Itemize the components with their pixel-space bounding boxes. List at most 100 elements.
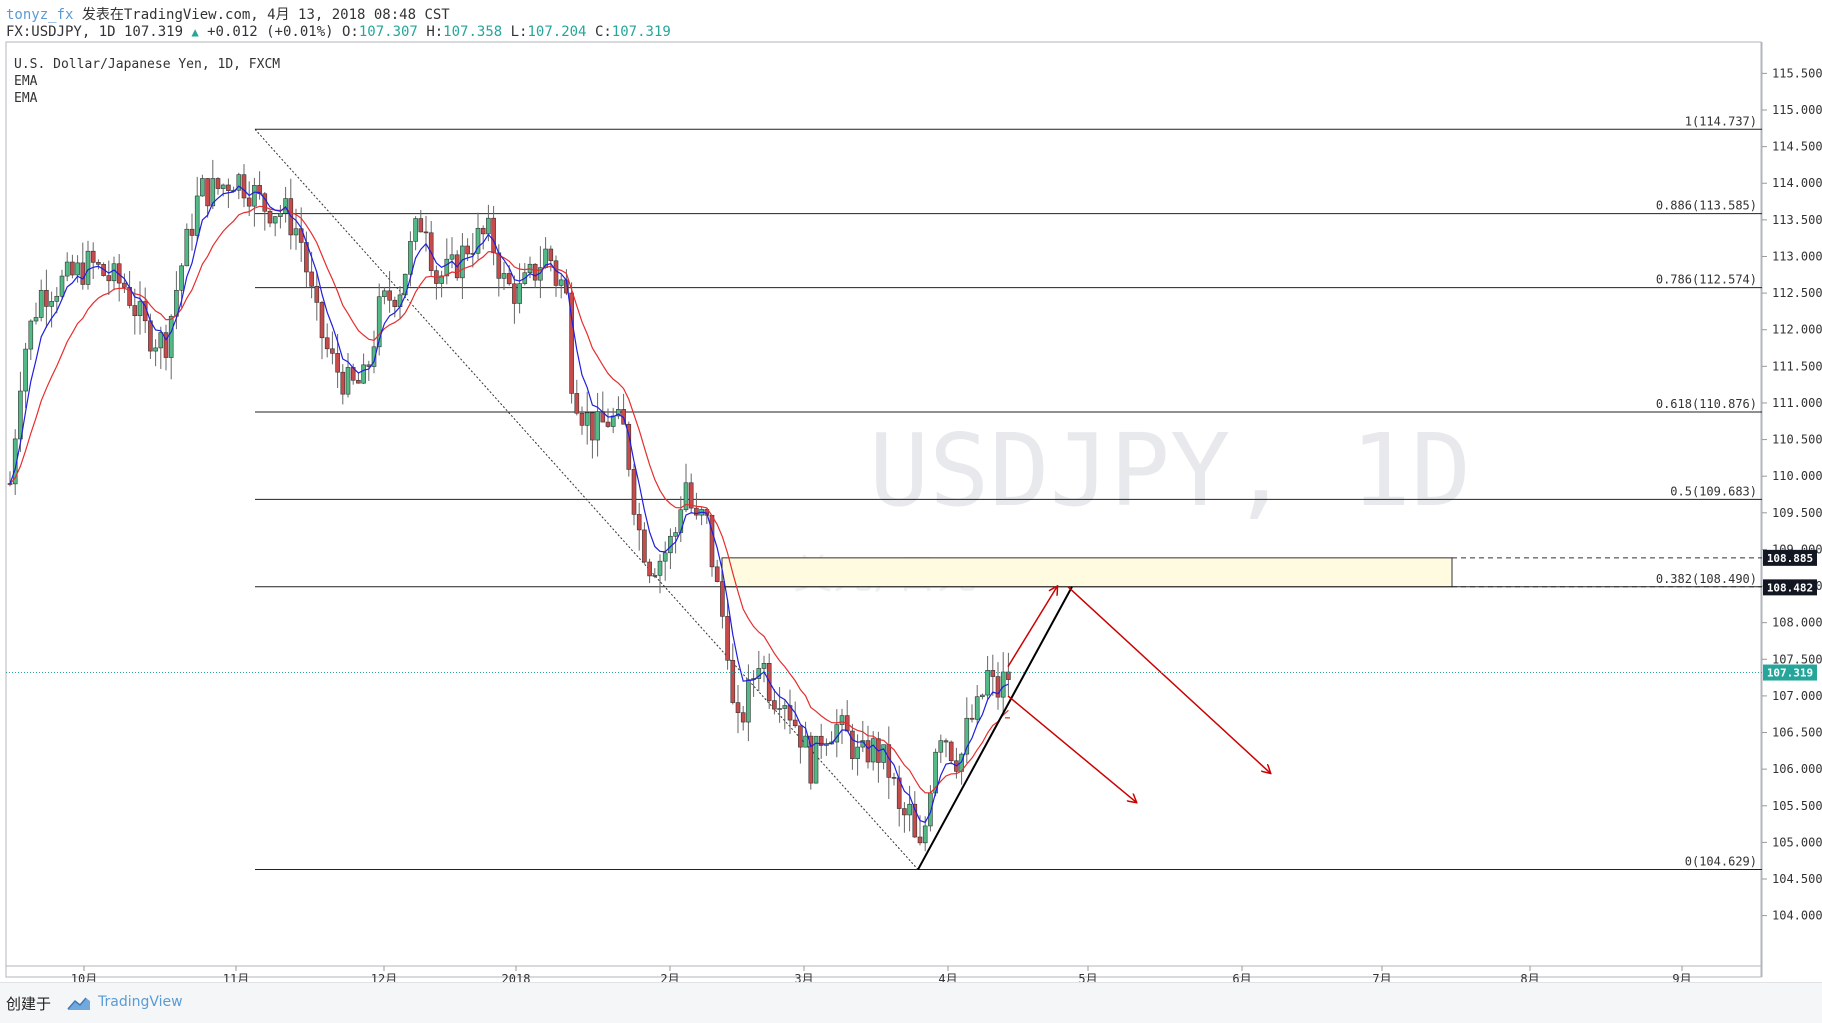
candle-body: [532, 263, 538, 281]
candle-body: [730, 660, 736, 703]
close-value: 107.319: [611, 24, 671, 40]
price-tick-label: 104.000: [1772, 909, 1822, 923]
price-tags: 108.885 108.482 107.319: [1763, 549, 1817, 681]
close-label: C:: [594, 24, 612, 40]
candle-body: [548, 248, 554, 262]
candle-body: [44, 289, 49, 307]
chart-frame: [5, 41, 1762, 978]
candle-body: [740, 712, 746, 723]
created-by-label: 创建于: [6, 995, 52, 1013]
target-zone: [721, 557, 1762, 588]
candle-body: [1006, 671, 1011, 680]
low-value: 107.204: [527, 24, 587, 40]
price-tick-label: 107.000: [1772, 689, 1822, 703]
candle-body: [210, 178, 216, 207]
price-tag-box: [1763, 579, 1817, 596]
price-tick-label: 112.500: [1772, 286, 1822, 300]
candle-body: [688, 482, 694, 509]
arrow-down-from-zone: [1067, 586, 1270, 773]
candle-body: [725, 616, 730, 661]
time-tick-label: 12月: [371, 972, 397, 982]
candle-body: [293, 228, 299, 236]
time-tick-label: 2018: [502, 972, 531, 982]
legend-title: U.S. Dollar/Japanese Yen, 1D, FXCM: [14, 57, 280, 72]
candle-body: [652, 575, 658, 577]
candle-body: [683, 482, 689, 511]
candle-body: [423, 231, 429, 234]
candle-body: [610, 415, 616, 427]
candle-body: [319, 302, 325, 339]
fibonacci-levels[interactable]: 1(114.737) 0.886(113.585) 0.786(112.574) 0.…: [255, 114, 1762, 871]
price-tick-label: 105.000: [1772, 835, 1822, 849]
arrow-breakdown: [1007, 695, 1136, 802]
candle-body: [964, 717, 970, 755]
candle-body: [361, 364, 366, 384]
candle-body: [985, 670, 990, 696]
time-tick-label: 2月: [660, 972, 679, 982]
candle-body: [839, 715, 845, 725]
candle-body: [777, 708, 782, 710]
candle-body: [590, 412, 595, 441]
candle-body: [418, 218, 424, 233]
price-tick-label: 114.500: [1772, 140, 1822, 154]
candle-body: [449, 254, 455, 260]
candle-body: [995, 676, 1001, 698]
target-zone-box: [721, 557, 1453, 588]
candle-body: [465, 245, 470, 255]
ohlc-line: FX:USDJPY, 1D 107.319 ▲ +0.012 (+0.01%) …: [6, 24, 671, 40]
candle-body: [917, 836, 923, 844]
candle-body: [122, 282, 127, 288]
up-triangle-icon: ▲: [191, 25, 199, 39]
price-tick-label: 111.500: [1772, 359, 1822, 373]
price-tick-label: 104.500: [1772, 872, 1822, 886]
candle-body: [631, 469, 637, 515]
open-value: 107.307: [358, 24, 418, 40]
candle-body: [517, 283, 522, 304]
candle-body: [907, 803, 912, 816]
candle-body: [980, 694, 985, 698]
tradingview-brand-link[interactable]: TradingView: [98, 994, 183, 1010]
price-tag-box: [1763, 549, 1817, 566]
candle-body: [569, 292, 574, 394]
time-axis[interactable]: 10月 11月 12月 2018 2月 3月 4月 5月 6月 7月 8月 9月: [71, 966, 1692, 982]
support-trendline: [917, 586, 1073, 871]
author-link[interactable]: tonyz_fx: [6, 7, 74, 23]
candle-body: [678, 509, 684, 533]
price-axis[interactable]: 104.000 104.500 105.000 105.500 106.000 106.5…: [1762, 66, 1822, 923]
candle-body: [283, 198, 288, 214]
candle-body: [647, 561, 652, 577]
candle-body: [376, 296, 382, 348]
candle-body: [194, 195, 200, 236]
fib-level-label: 0(104.629): [1685, 855, 1757, 869]
price-tick-label: 114.000: [1772, 176, 1822, 190]
candle-body: [506, 273, 512, 285]
candle-body: [870, 738, 876, 763]
candle-body: [512, 283, 517, 304]
candle-body: [38, 289, 44, 318]
fib-level-label: 0.5(109.683): [1670, 484, 1757, 498]
candle-body: [387, 290, 392, 301]
candle-body: [132, 305, 138, 317]
candle-body: [792, 719, 798, 727]
candle-body: [709, 514, 715, 568]
candle-body: [309, 271, 314, 287]
candle-body: [579, 412, 585, 426]
drawings: [6, 586, 1762, 871]
candle-body: [148, 320, 153, 352]
candle-body: [808, 735, 814, 784]
candle-body: [605, 421, 611, 427]
tradingview-logo-icon[interactable]: [66, 995, 92, 1013]
price-chart[interactable]: USDJPY, 1D 美元/日元 U.S. Dollar/Japanese Ye…: [0, 0, 1822, 982]
time-tick-label: 5月: [1078, 972, 1097, 982]
time-tick-label: 9月: [1672, 972, 1691, 982]
publish-line: tonyz_fx 发表在TradingView.com, 4月 13, 2018…: [6, 4, 450, 24]
candle-body: [168, 315, 174, 358]
price-tick-label: 107.500: [1772, 652, 1822, 666]
candle-body: [28, 320, 34, 350]
price-tick-label: 109.500: [1772, 506, 1822, 520]
candle-body: [642, 529, 647, 563]
symbol-label: FX:USDJPY, 1D 107.319: [6, 24, 184, 40]
price-tag-label: 108.482: [1767, 581, 1813, 594]
candle-body: [392, 299, 398, 307]
